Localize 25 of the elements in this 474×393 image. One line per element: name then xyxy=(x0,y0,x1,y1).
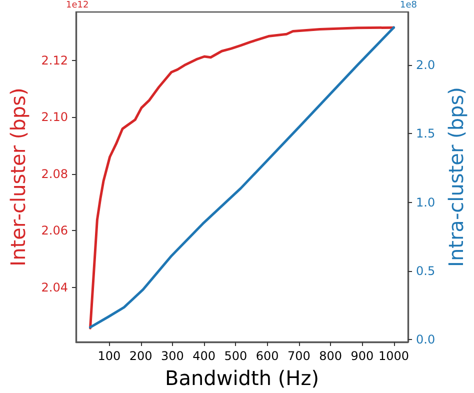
y-tick-label: 2.10 xyxy=(41,110,68,124)
x-tick-label: 500 xyxy=(224,349,248,363)
y-tick-label: 2.06 xyxy=(41,224,68,238)
x-tick-label: 800 xyxy=(319,349,342,363)
y2-tick-label: 0.5 xyxy=(416,264,436,278)
x-tick-label: 200 xyxy=(129,349,152,363)
x-tick-label: 600 xyxy=(256,349,279,363)
y2-tick-label: 1.0 xyxy=(416,195,436,210)
text: 1e12 xyxy=(66,0,89,10)
text: 1e8 xyxy=(400,0,418,10)
x-axis-title: Bandwidth (Hz) xyxy=(165,366,319,390)
y2-tick-label: 2.0 xyxy=(416,58,436,72)
y2-axis-title: Intra-cluster (bps) xyxy=(444,87,468,267)
y-tick-label: 2.08 xyxy=(41,166,68,181)
y-tick-label: 2.04 xyxy=(41,280,68,294)
x-tick-label: 900 xyxy=(350,349,374,363)
y2-tick-label: 0.0 xyxy=(416,332,436,347)
y2-tick-label: 1.5 xyxy=(416,126,436,141)
x-tick-label: 100 xyxy=(98,349,121,363)
x-tick-label: 400 xyxy=(192,349,216,363)
y-tick-label: 2.12 xyxy=(41,53,68,68)
x-tick-label: 1000 xyxy=(378,349,410,363)
x-tick-label: 700 xyxy=(287,349,310,363)
x-tick-label: 300 xyxy=(160,349,184,363)
y-axis-title: Inter-cluster (bps) xyxy=(6,88,30,266)
